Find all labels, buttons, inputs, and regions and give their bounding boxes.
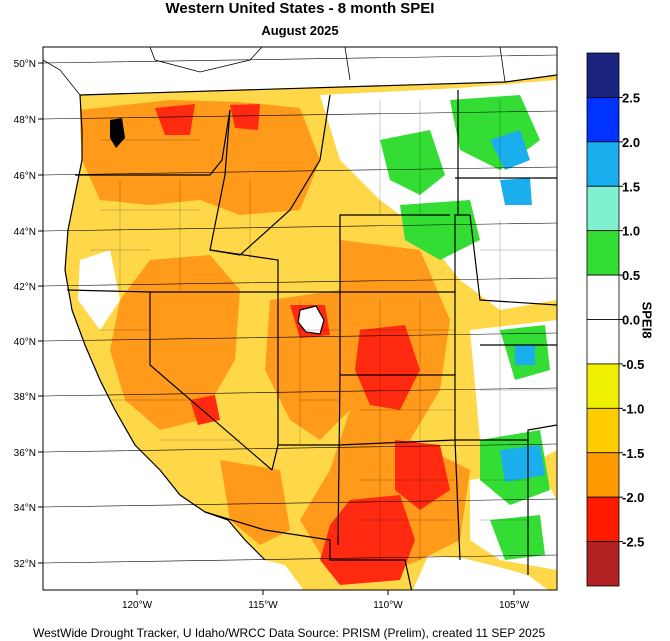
colorbar-labels: 2.5 2.0 1.5 1.0 0.5 0.0 -0.5 -1.0 -1.5 -2.0 -2.5: [622, 90, 644, 549]
colorbar-swatch: [586, 496, 620, 542]
colorbar-label: 0.5: [622, 268, 640, 283]
mexico-border: [204, 511, 413, 590]
colorbar-label: -2.0: [622, 490, 644, 505]
lon-label: 110°W: [373, 600, 403, 611]
extreme-dry-areas: [155, 104, 450, 585]
lon-label: 120°W: [122, 600, 153, 611]
great-salt-lake: [297, 305, 325, 335]
lat-label: 48°N: [14, 115, 36, 126]
graticule: [43, 54, 557, 564]
longitude-labels: 120°W 115°W 110°W 105°W: [122, 600, 530, 611]
colorbar-swatch: [586, 185, 620, 232]
lat-label: 44°N: [14, 227, 36, 238]
colorbar-label: 1.5: [622, 179, 640, 194]
colorbar-swatch: [586, 274, 620, 320]
tick-marks: [38, 62, 515, 595]
colorbar-label: 2.0: [622, 135, 640, 150]
colorbar: [586, 52, 623, 587]
lon-label: 115°W: [248, 600, 278, 611]
colorbar-swatch: [586, 97, 620, 143]
lat-label: 46°N: [14, 171, 36, 182]
colorbar-label: 0.0: [622, 313, 640, 328]
colorbar-swatch: [586, 141, 620, 187]
colorbar-swatch: [586, 407, 620, 454]
lat-label: 38°N: [14, 392, 36, 403]
colorbar-swatch: [586, 452, 620, 498]
footer-credit: WestWide Drought Tracker, U Idaho/WRCC D…: [33, 626, 546, 640]
colorbar-swatch: [586, 541, 620, 587]
colorbar-label: -2.5: [622, 535, 644, 550]
colorbar-swatch: [586, 363, 620, 409]
map-subtitle: August 2025: [261, 23, 339, 38]
lat-label: 40°N: [14, 337, 36, 348]
county-boundaries: [90, 100, 557, 560]
map-title: Western United States - 8 month SPEI: [165, 0, 435, 17]
colorbar-swatch: [586, 319, 620, 365]
colorbar-label: 1.0: [622, 224, 640, 239]
colorbar-title: SPEI8: [639, 301, 655, 339]
lat-label: 34°N: [14, 503, 36, 514]
colorbar-label: 2.5: [622, 90, 640, 105]
lat-label: 42°N: [14, 282, 36, 293]
map-frame: [42, 46, 558, 591]
colorbar-label: -1.5: [622, 446, 644, 461]
lon-label: 105°W: [499, 600, 530, 611]
state-boundaries: [66, 90, 557, 575]
colorbar-swatch: [586, 52, 620, 98]
canada-land: [43, 47, 506, 96]
puget-sound: [110, 118, 125, 148]
colorbar-label: -0.5: [622, 357, 644, 372]
lat-label: 36°N: [14, 448, 36, 459]
lat-label: 32°N: [14, 559, 36, 570]
latitude-labels: 50°N 48°N 46°N 44°N 42°N 40°N 38°N 36°N …: [14, 59, 36, 570]
lat-label: 50°N: [14, 59, 36, 70]
colorbar-label: -1.0: [622, 401, 644, 416]
colorbar-swatch: [586, 230, 620, 276]
